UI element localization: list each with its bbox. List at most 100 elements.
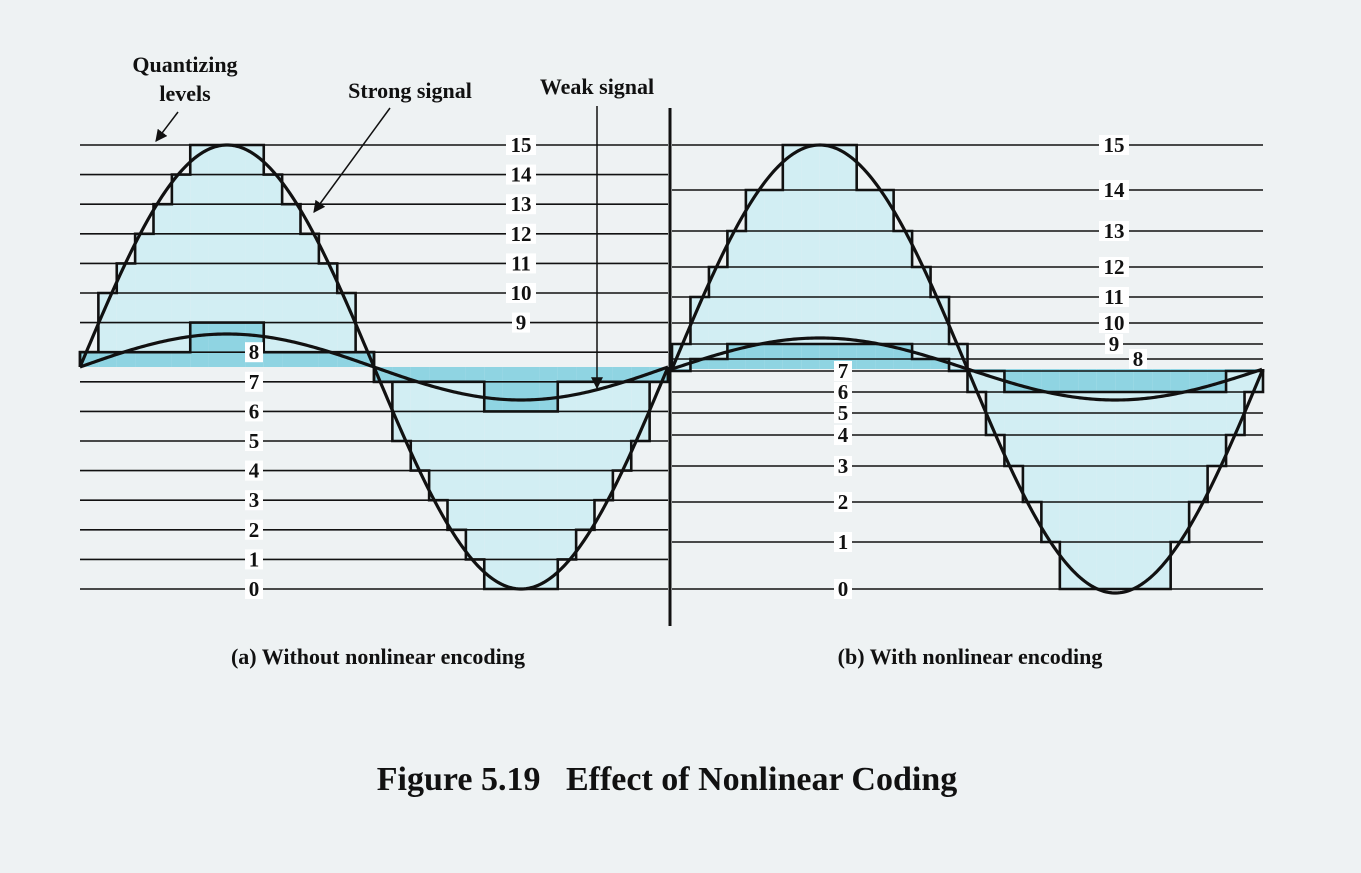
b-level-label-15: 15	[1104, 133, 1125, 157]
level-label-bg-9	[1105, 334, 1123, 354]
level-label-bg-11	[506, 253, 536, 274]
b-weak-signal-fill-24	[1115, 369, 1134, 392]
a-weak-signal-fill-6	[190, 322, 209, 367]
panel-b-caption: (b) With nonlinear encoding	[838, 644, 1103, 669]
a-weak-signal-fill-20	[447, 367, 466, 382]
a-weak-signal-fill-2	[116, 352, 136, 367]
a-strong-signal-fill-20	[447, 367, 466, 530]
a-strong-signal-fill-4	[153, 204, 172, 367]
b-level-label-4: 4	[838, 423, 849, 447]
a-strong-signal-fill-9	[245, 145, 264, 367]
b-strong-signal-fill-21	[1059, 369, 1079, 589]
b-level-label-1: 1	[838, 530, 849, 554]
panel-a-step-fills	[80, 145, 668, 589]
b-level-label-2: 2	[838, 490, 849, 514]
a-strong-signal-fill-7	[208, 145, 227, 367]
a-strong-signal-fill-11	[282, 204, 301, 367]
level-label-bg-6	[245, 401, 263, 422]
quantizing-levels-label-line2: levels	[159, 81, 211, 106]
annotations: Quantizing levels Strong signal Weak sig…	[132, 52, 654, 390]
b-weak-signal-fill-13	[912, 359, 931, 369]
b-level-label-5: 5	[838, 401, 849, 425]
b-strong-signal-fill-11	[875, 190, 894, 369]
a-strong-signal-fill-12	[300, 233, 319, 367]
b-strong-signal-fill-8	[819, 145, 839, 369]
a-level-label-6: 6	[249, 399, 260, 423]
a-strong-signal-fill-23	[502, 367, 521, 589]
b-weak-signal-fill-5	[764, 344, 783, 369]
b-strong-signal-fill-10	[856, 190, 876, 369]
a-weak-signal-fill-23	[502, 367, 521, 412]
b-strong-signal-fill-25	[1133, 369, 1153, 589]
level-label-bg-0	[834, 579, 852, 599]
a-strong-signal-fill-24	[521, 367, 540, 589]
b-weak-signal-fill-6	[782, 344, 802, 369]
b-weak-signal-fill-26	[1152, 369, 1171, 392]
level-label-bg-14	[1099, 180, 1129, 200]
level-label-bg-11	[1099, 287, 1129, 307]
level-label-bg-1	[834, 532, 852, 552]
a-weak-signal-fill-19	[429, 367, 448, 382]
a-strong-signal-fill-29	[612, 367, 632, 471]
a-level-label-0: 0	[249, 577, 260, 601]
b-weak-signal-fill-2	[708, 359, 728, 369]
a-strong-signal-fill-10	[263, 174, 283, 367]
a-strong-signal-fill-6	[190, 145, 209, 367]
b-strong-signal-fill-24	[1115, 369, 1134, 589]
b-strong-signal-fill-6	[782, 145, 802, 369]
panel-a-caption: (a) Without nonlinear encoding	[231, 644, 525, 669]
b-weak-signal-fill-11	[875, 344, 894, 369]
a-weak-signal-fill-5	[171, 352, 191, 367]
b-strong-signal-fill-3	[727, 231, 746, 369]
a-strong-signal-fill-22	[484, 367, 503, 589]
a-level-label-11: 11	[511, 251, 531, 275]
level-label-bg-10	[506, 283, 536, 303]
a-level-label-1: 1	[249, 547, 260, 571]
a-weak-signal-fill-13	[318, 352, 338, 367]
level-label-bg-4	[245, 460, 263, 481]
a-strong-signal-fill-18	[410, 367, 430, 471]
a-weak-signal-fill-10	[263, 352, 283, 367]
b-level-label-9: 9	[1109, 332, 1120, 356]
quantizing-levels-arrow	[155, 111, 179, 142]
a-weak-signal-fill-11	[282, 352, 301, 367]
figure-title: Figure 5.19 Effect of Nonlinear Coding	[377, 761, 958, 798]
b-strong-signal-fill-17	[985, 369, 1005, 435]
a-strong-signal-fill-13	[318, 263, 338, 367]
strong-signal-label: Strong signal	[348, 78, 472, 103]
b-strong-signal-fill-7	[801, 145, 820, 369]
a-level-label-8: 8	[249, 340, 260, 364]
strong-signal-arrow	[313, 107, 391, 213]
b-weak-signal-fill-27	[1170, 369, 1190, 392]
quantizing-levels-label-line1: Quantizing	[132, 52, 237, 77]
b-weak-signal-fill-7	[801, 344, 820, 369]
b-weak-signal-fill-10	[856, 344, 876, 369]
a-strong-signal-fill-21	[465, 367, 485, 560]
a-level-label-15: 15	[511, 133, 532, 157]
a-weak-signal-fill-24	[521, 367, 540, 412]
b-strong-signal-fill-23	[1096, 369, 1116, 589]
a-weak-signal-fill-25	[539, 367, 558, 412]
panel-a-signal-curves	[78, 143, 670, 591]
level-label-bg-7	[834, 361, 852, 381]
b-weak-signal-fill-4	[745, 344, 765, 369]
level-label-bg-12	[1099, 257, 1129, 277]
level-label-bg-9	[512, 312, 530, 333]
level-label-bg-6	[834, 382, 852, 402]
level-label-bg-12	[506, 223, 536, 244]
a-weak-signal-fill-18	[410, 367, 430, 382]
a-weak-signal-fill-8	[227, 322, 246, 367]
level-label-bg-13	[506, 194, 536, 215]
a-level-label-2: 2	[249, 518, 260, 542]
level-label-bg-15	[506, 135, 536, 155]
a-strong-signal-fill-5	[171, 174, 191, 367]
a-strong-signal-fill-28	[594, 367, 613, 501]
b-weak-signal-fill-20	[1041, 369, 1060, 392]
b-strong-signal-fill-15	[949, 344, 968, 369]
b-strong-signal-fill-0	[672, 344, 691, 369]
a-weak-signal-fill-22	[484, 367, 503, 412]
level-label-bg-5	[245, 431, 263, 451]
level-label-bg-0	[245, 579, 263, 599]
level-label-bg-3	[834, 456, 852, 476]
